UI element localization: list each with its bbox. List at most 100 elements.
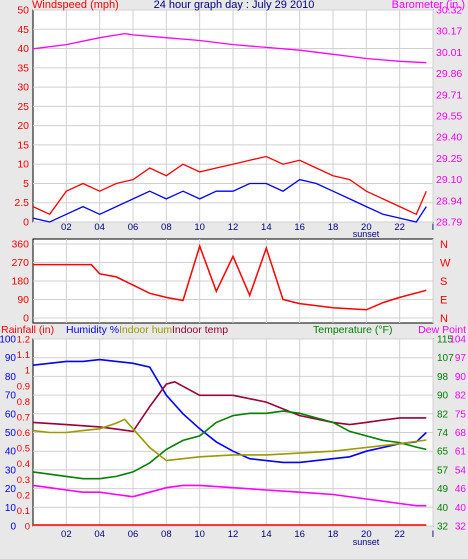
humidity-tick-label: 70	[5, 391, 17, 402]
rainfall-tick-label: 0.5	[17, 444, 30, 455]
panel1-hour-label: I	[432, 222, 435, 233]
temperature-tick-label: 74	[437, 428, 449, 439]
rainfall-tick-label: 0.2	[17, 490, 30, 501]
panel2-series	[33, 243, 427, 311]
panel1-right-ticks: 28.79 28.94 29.10 29.25 29.40 29.55 29.71 29.86…	[436, 5, 462, 229]
rainfall-tick-label: 0.6	[17, 428, 30, 439]
humidity-tick-label: 50	[5, 428, 17, 439]
panel3-hour-label: 22	[394, 529, 405, 540]
panel1-hour-label: 04	[94, 222, 105, 233]
dewpoint-tick-label: 61	[455, 447, 467, 458]
panel3-series-line	[32, 358, 427, 464]
rainfall-tick-label: 0.3	[17, 475, 30, 486]
winddir-tick-label: 360	[11, 239, 29, 251]
barometer-tick-label: 28.94	[436, 195, 462, 207]
dewpoint-tick-label: 104	[449, 335, 466, 346]
panel3-series-line	[32, 418, 427, 462]
compass-tick-label: S	[440, 276, 447, 288]
humidity-tick-label: 0	[10, 522, 16, 533]
panel1-hour-label: 06	[128, 222, 139, 233]
barometer-tick-label: 30.17	[436, 26, 462, 38]
barometer-tick-label: 30.32	[436, 5, 462, 17]
temperature-tick-label: 107	[437, 353, 454, 364]
panel1-hour-label: 10	[194, 222, 205, 233]
barometer-tick-label: 29.10	[436, 174, 462, 186]
humidity-tick-label: 40	[5, 447, 17, 458]
panel1-hour-label: 22	[394, 222, 405, 233]
barometer-tick-label: 29.25	[436, 153, 462, 165]
dewpoint-tick-label: 97	[455, 353, 467, 364]
windspeed-tick-label: 20	[17, 120, 29, 132]
panel3-hour-label: 10	[194, 529, 205, 540]
panel3-series-line	[32, 410, 427, 480]
windspeed-tick-label: 15	[17, 139, 29, 151]
panel3-hour-label: 04	[94, 529, 105, 540]
panel1-hour-label: 08	[161, 222, 172, 233]
barometer-tick-label: 29.71	[436, 89, 462, 101]
panel3-hour-label: 08	[161, 529, 172, 540]
barometer-tick-label: 29.55	[436, 111, 462, 123]
temperature-tick-label: 49	[437, 484, 449, 495]
dewpoint-tick-label: 68	[455, 428, 467, 439]
panel1-series-line	[32, 32, 427, 64]
temperature-tick-label: 82	[437, 409, 449, 420]
humidity-tick-label: 30	[5, 465, 17, 476]
rainfall-tick-label: 1.2	[17, 335, 30, 346]
panel2-left-ticks: 360 270 180 90 0	[11, 239, 29, 325]
temperature-tick-label: 98	[437, 372, 449, 383]
panel1-series	[32, 32, 427, 223]
panel3-hour-label: 12	[228, 529, 239, 540]
windspeed-tick-label: 35	[17, 62, 29, 74]
windspeed-tick-label: 5	[23, 178, 29, 190]
rainfall-axis-label: Rainfall (in)	[1, 324, 54, 336]
winddir-tick-label: 90	[17, 294, 29, 306]
panel3-sunset-label: sunset	[353, 537, 380, 547]
windspeed-tick-label: 40	[17, 43, 29, 55]
dewpoint-tick-label: 82	[455, 391, 467, 402]
panel1-hour-label: 12	[228, 222, 239, 233]
indoor-hum-label: Indoor hum	[119, 324, 172, 336]
barometer-tick-label: 29.86	[436, 68, 462, 80]
windspeed-tick-label: 2.5	[14, 197, 29, 209]
rainfall-tick-label: 1.1	[17, 350, 30, 361]
panel1-hour-label: 18	[328, 222, 339, 233]
temperature-axis-label: Temperature (°F)	[313, 324, 392, 336]
panel1-hour-label: 14	[261, 222, 272, 233]
temperature-tick-label: 40	[437, 503, 449, 514]
humidity-tick-label: 80	[5, 372, 17, 383]
rainfall-tick-label: 0.4	[17, 459, 30, 470]
humidity-tick-label: 10	[5, 503, 17, 514]
panel3-grid	[33, 338, 434, 527]
panel3-series-line	[32, 484, 427, 507]
windspeed-tick-label: 0	[23, 217, 29, 229]
winddir-series-line	[33, 243, 427, 311]
panel1-left-ticks: 0 2.5 5 10 15 20 25 30 35 40 45 50	[14, 5, 29, 229]
humidity-tick-label: 60	[5, 409, 17, 420]
indoor-temp-label: Indoor temp	[172, 324, 228, 336]
panel3-hour-label: 18	[328, 529, 339, 540]
windspeed-tick-label: 25	[17, 101, 29, 113]
temperature-tick-label: 32	[437, 522, 449, 533]
humidity-tick-label: 20	[5, 484, 17, 495]
panel3-dewpoint-ticks: 32 40 46 54 61 68 75 82 90 97 104	[449, 335, 466, 533]
humidity-axis-label: Humidity %	[66, 324, 119, 336]
panel3-hour-label: 16	[294, 529, 305, 540]
rainfall-tick-label: 0	[25, 522, 30, 533]
windspeed-tick-label: 45	[17, 24, 29, 36]
compass-tick-label: N	[440, 313, 448, 325]
compass-tick-label: W	[440, 258, 451, 270]
windspeed-tick-label: 30	[17, 82, 29, 94]
dewpoint-tick-label: 40	[455, 503, 467, 514]
panel2-grid	[33, 239, 434, 323]
barometer-tick-label: 29.40	[436, 132, 462, 144]
dewpoint-tick-label: 75	[455, 409, 467, 420]
panel1-hour-label: 16	[294, 222, 305, 233]
panel3-hour-label: 20	[361, 529, 372, 540]
barometer-tick-label: 28.79	[436, 217, 462, 229]
panel3-hour-label: I	[432, 529, 435, 540]
temperature-tick-label: 115	[437, 335, 453, 346]
panel3-rainfall-ticks: 0 0.1 0.2 0.3 0.4 0.5 0.6 0.7 0.8 0.9 1 1.1 1.2	[17, 335, 30, 533]
panel3-temperature-ticks: 32 40 49 57 65 74 82 90 98 107 115	[437, 335, 454, 533]
